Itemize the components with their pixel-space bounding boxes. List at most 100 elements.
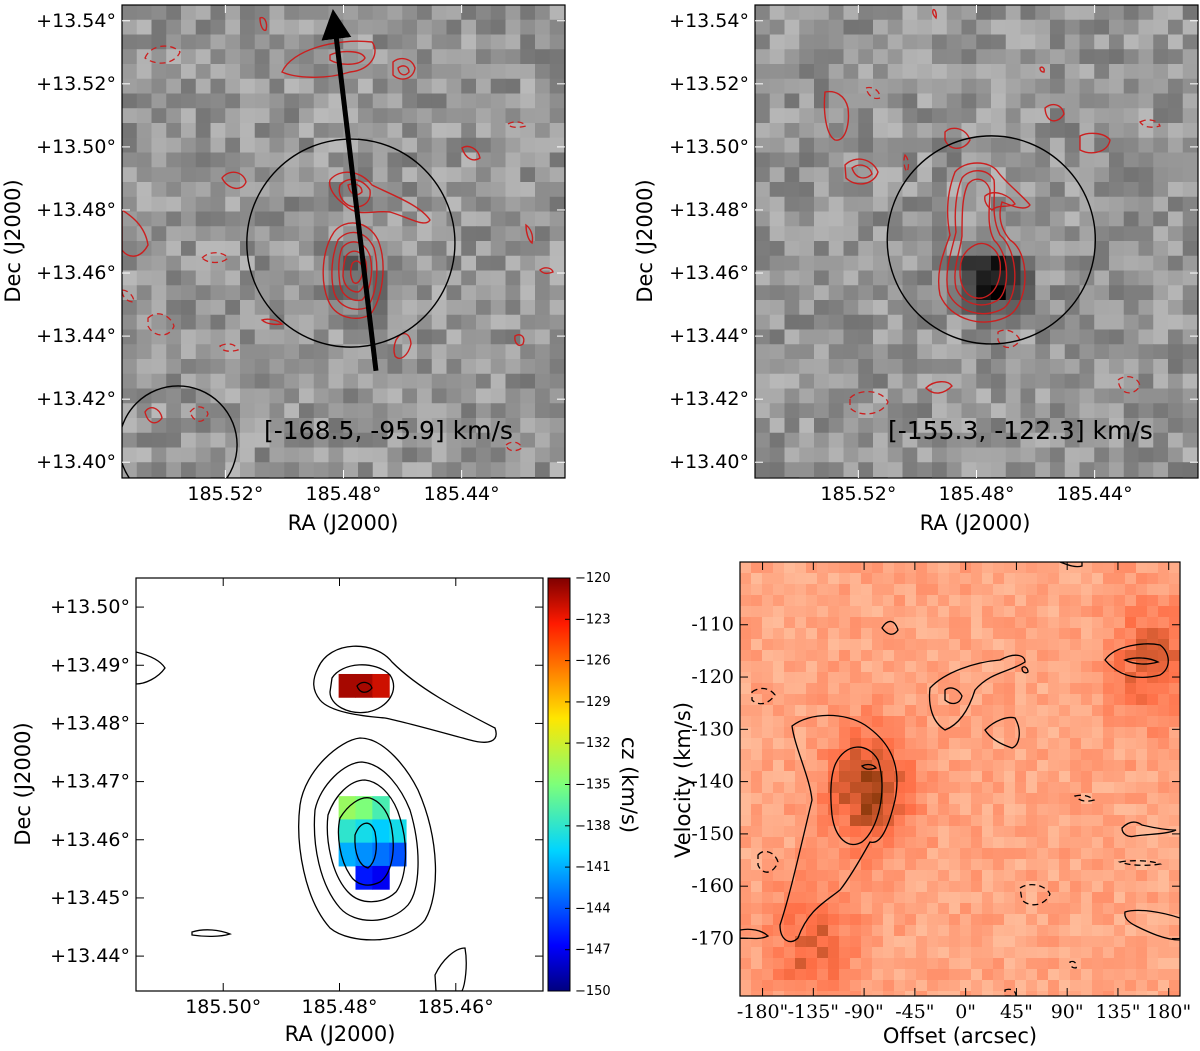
image-pixel <box>225 78 241 95</box>
pv-pixel <box>1147 969 1159 981</box>
pv-pixel <box>949 639 961 651</box>
image-pixel <box>1109 314 1125 331</box>
panel-top-right: 185.52° 185.48° 185.44°+13.40°+13.42°+13.4… <box>633 4 1199 535</box>
pv-pixel <box>1169 749 1180 761</box>
pv-pixel <box>1015 892 1027 904</box>
image-pixel <box>269 255 285 272</box>
image-pixel <box>1153 432 1169 449</box>
pv-pixel <box>795 672 807 684</box>
panel-b-axes: 185.52° 185.48° 185.44°+13.40°+13.42°+13.4… <box>669 4 1199 505</box>
image-pixel <box>431 49 448 65</box>
image-pixel <box>490 226 507 242</box>
image-pixel <box>946 19 963 36</box>
image-pixel <box>402 373 418 390</box>
image-pixel <box>1094 432 1110 449</box>
image-pixel <box>799 196 815 213</box>
panel-a-velocity-label: [-168.5, -95.9] km/s <box>264 416 513 445</box>
image-pixel <box>417 403 433 419</box>
image-pixel <box>1079 64 1095 80</box>
pv-pixel <box>982 958 994 970</box>
pv-pixel <box>828 749 840 761</box>
image-pixel <box>254 255 271 272</box>
image-pixel <box>1005 359 1022 375</box>
pv-pixel <box>740 848 752 860</box>
image-pixel <box>240 211 256 227</box>
pv-pixel <box>1026 958 1038 970</box>
pv-pixel <box>1136 991 1148 996</box>
pv-pixel <box>993 870 1005 882</box>
panel-b-xlabel: RA (J2000) <box>920 511 1031 535</box>
panel-c-ylabel: Dec (J2000) <box>11 722 35 845</box>
pv-pixel <box>1136 848 1148 860</box>
image-pixel <box>1123 432 1140 449</box>
image-pixel <box>961 373 977 390</box>
pv-pixel <box>1037 903 1049 915</box>
image-pixel <box>122 182 138 198</box>
pv-pixel <box>839 617 851 629</box>
image-pixel <box>902 447 918 463</box>
image-pixel <box>225 418 241 434</box>
image-pixel <box>1064 19 1081 36</box>
pv-pixel <box>1169 716 1180 728</box>
pv-pixel <box>993 848 1005 860</box>
pv-pixel <box>993 991 1005 996</box>
image-pixel <box>1138 462 1154 478</box>
image-pixel <box>195 344 212 360</box>
pv-pixel <box>1103 738 1115 750</box>
pv-pixel <box>784 826 796 838</box>
pv-pixel <box>861 936 873 948</box>
image-pixel <box>136 255 153 272</box>
image-pixel <box>254 226 271 242</box>
image-pixel <box>784 49 800 65</box>
image-pixel <box>902 403 918 419</box>
pv-pixel <box>773 694 785 706</box>
image-pixel <box>858 373 874 390</box>
pv-pixel <box>1070 826 1082 838</box>
image-pixel <box>476 285 492 301</box>
image-pixel <box>181 314 197 331</box>
image-pixel <box>755 447 771 463</box>
pv-pixel <box>850 969 862 981</box>
image-pixel <box>828 226 845 242</box>
pv-pixel <box>1059 782 1071 794</box>
pv-pixel <box>1103 672 1115 684</box>
image-pixel <box>769 285 786 301</box>
pv-pixel <box>1125 705 1137 717</box>
image-pixel <box>917 359 933 375</box>
image-pixel <box>520 447 536 463</box>
image-pixel <box>887 108 904 124</box>
pv-pixel <box>839 815 851 827</box>
pv-pixel <box>817 980 829 992</box>
image-pixel <box>814 300 830 316</box>
pv-pixel <box>1147 892 1159 904</box>
image-pixel <box>461 403 477 419</box>
image-pixel <box>828 196 845 213</box>
pv-pixel <box>1048 793 1060 805</box>
image-pixel <box>858 270 874 286</box>
image-pixel <box>284 93 300 109</box>
pv-pixel <box>1114 639 1126 651</box>
image-pixel <box>284 49 300 65</box>
image-pixel <box>858 300 874 316</box>
pv-pixel <box>905 694 917 706</box>
pv-pixel <box>949 804 961 816</box>
pv-pixel <box>927 760 939 772</box>
image-pixel <box>1020 152 1036 168</box>
pv-pixel <box>839 749 851 761</box>
image-pixel <box>240 5 256 21</box>
image-pixel <box>476 19 492 36</box>
image-pixel <box>799 300 815 316</box>
pv-pixel <box>740 573 752 585</box>
image-pixel <box>1138 418 1154 434</box>
pv-pixel <box>938 606 950 618</box>
pv-pixel <box>740 661 752 673</box>
pv-pixel <box>740 617 752 629</box>
image-pixel <box>446 108 462 124</box>
pv-pixel <box>1070 848 1082 860</box>
pv-pixel <box>1048 980 1060 992</box>
pv-pixel <box>938 870 950 882</box>
pv-pixel <box>960 606 972 618</box>
pv-pixel <box>1114 837 1126 849</box>
pv-pixel <box>806 881 818 893</box>
image-pixel <box>1079 359 1095 375</box>
